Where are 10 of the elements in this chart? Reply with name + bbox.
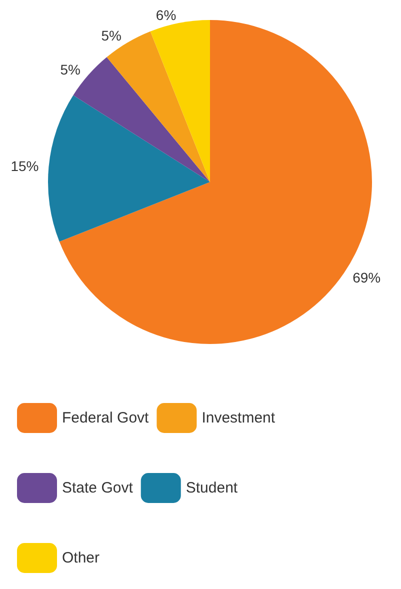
legend-label: Student xyxy=(186,480,238,496)
legend-label: Other xyxy=(62,550,100,566)
legend-label: Federal Govt xyxy=(62,410,150,426)
data-label: 69% xyxy=(352,270,381,286)
legend-label: Investment xyxy=(202,410,276,426)
data-label: 5% xyxy=(60,62,80,78)
data-label: 15% xyxy=(10,158,39,174)
legend-label: State Govt xyxy=(62,480,134,496)
data-label: 5% xyxy=(101,28,122,44)
data-label: 6% xyxy=(156,7,176,24)
